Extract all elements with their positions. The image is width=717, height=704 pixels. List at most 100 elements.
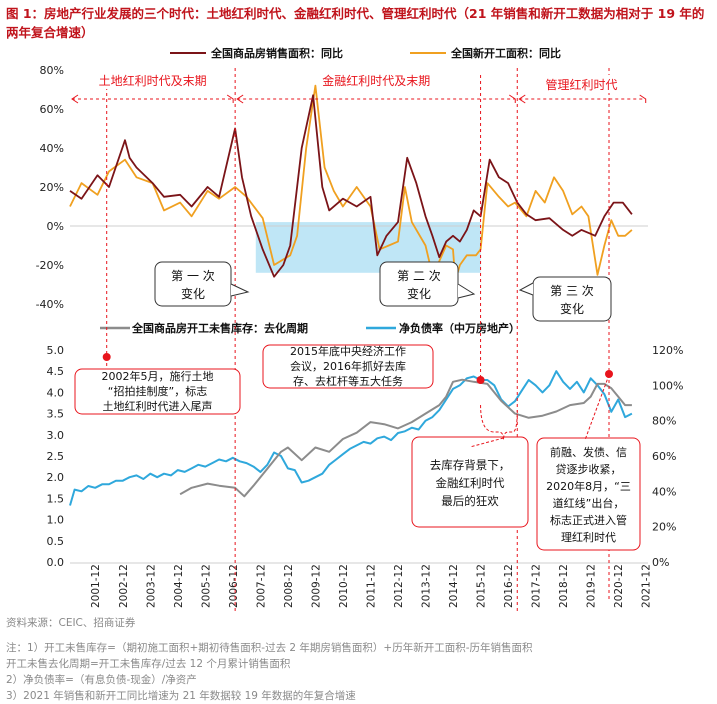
x-tick-label: 2017-12	[531, 564, 543, 608]
x-tick-label: 2015-12	[476, 564, 488, 608]
era-label-bg	[541, 75, 622, 93]
y-tick-label-left: 2.5	[47, 450, 65, 463]
footnote-line: 2）净负债率=（有息负债-现金）/净资产	[6, 674, 197, 686]
event-dot-2020	[605, 370, 614, 378]
callout-text: 道红线”出台，	[553, 496, 625, 510]
callout-text: 变化	[407, 286, 431, 301]
series-line-destock	[179, 378, 632, 498]
era-label-bg	[318, 71, 435, 89]
y-tick-label-right: 40%	[652, 485, 676, 498]
callout-text: 2020年8月，“三	[546, 479, 631, 493]
callout-text: 贷逐步收紧，	[556, 462, 622, 476]
x-tick-label: 2010-12	[338, 564, 350, 608]
x-tick-label: 2020-12	[613, 564, 625, 608]
x-tick-label: 2001-12	[90, 564, 102, 608]
legend-label: 全国商品房销售面积：同比	[210, 46, 343, 60]
callout-text: 前融、发债、信	[550, 445, 627, 459]
source-note: 资料来源：CEIC、招商证券	[6, 617, 136, 629]
legend-label: 全国新开工面积：同比	[450, 46, 561, 60]
x-tick-label: 2013-12	[421, 564, 433, 608]
y-tick-label-left: 0.0	[47, 556, 65, 569]
x-tick-label: 2021-12	[641, 564, 653, 608]
era-label-bg	[94, 71, 211, 89]
series-line-netdebt	[69, 370, 633, 506]
callout-text: 理红利时代	[561, 531, 616, 544]
y-tick-label: 0%	[47, 220, 64, 233]
arrowhead-left	[518, 94, 526, 104]
y-tick-label-right: 20%	[652, 521, 676, 534]
y-tick-label-right: 60%	[652, 450, 676, 463]
x-tick-label: 2008-12	[283, 564, 295, 608]
x-tick-label: 2002-12	[118, 564, 130, 608]
chart-figure: -40% -20% 0% 20% 40% 60% 80% 全国商品房销售面积：同比 全国新开工面…	[36, 46, 684, 612]
y-tick-label: 60%	[40, 103, 64, 116]
callout-text: 去库存背景下，	[430, 458, 511, 472]
callout-text: 最后的狂欢	[441, 494, 499, 508]
x-tick-label: 2004-12	[173, 564, 185, 608]
callout-text: 变化	[560, 301, 584, 316]
y-tick-label-left: 4.5	[47, 365, 65, 378]
y-tick-label-right: 120%	[652, 344, 683, 357]
footnote-line: 3）2021 年销售和新开工同比增速为 21 年数据较 19 年数据的年复合增速	[6, 690, 356, 702]
callout-change3	[532, 276, 612, 322]
arrowhead-right	[508, 94, 516, 103]
callout-2020	[536, 437, 641, 551]
legend-label: 净负债率（中万房地产）	[399, 321, 520, 335]
callout-text: 会议，2016年抓好去库	[290, 359, 406, 373]
legend-label: 全国商品房开工未售库存：去化周期	[131, 321, 308, 335]
y-tick-label-right: 0%	[652, 556, 669, 569]
callout-text: 标志正式进入管	[550, 513, 627, 527]
x-tick-label: 2003-12	[145, 564, 157, 608]
y-tick-label-left: 1.0	[47, 514, 65, 527]
footnotes: 注：1）开工未售库存=（期初施工面积+期初待售面积-过去 2 年期房销售面积）+…	[6, 640, 533, 704]
arrowhead-left	[236, 94, 244, 104]
callout-text: 存、去杠杆等五大任务	[293, 374, 403, 388]
x-tick-label: 2005-12	[200, 564, 212, 608]
y-tick-label: 40%	[40, 142, 64, 155]
arrowhead-right	[639, 94, 647, 103]
y-tick-label-right: 80%	[652, 415, 676, 428]
y-tick-label-left: 2.0	[47, 471, 65, 484]
y-tick-label: -40%	[36, 298, 64, 311]
callout-text: 2002年5月，施行土地	[102, 369, 214, 383]
arrowhead-right	[226, 94, 234, 103]
arrowhead-left	[71, 94, 79, 104]
callout-tail	[230, 283, 250, 297]
callout-text: 土地红利时代进入尾声	[103, 399, 213, 413]
y-tick-label-right: 100%	[652, 379, 683, 392]
footnote-line: 开工未售去化周期=开工未售库存/过去 12 个月累计销售面积	[6, 658, 291, 670]
x-tick-label: 2011-12	[365, 564, 377, 608]
era-label: 土地红利时代及末期	[99, 73, 207, 88]
x-tick-label: 2014-12	[448, 564, 460, 608]
x-tick-label: 2016-12	[503, 564, 515, 608]
callout-text: 第 二 次	[397, 269, 441, 283]
y-tick-label-left: 5.0	[47, 344, 65, 357]
callout-text: 金融红利时代	[436, 476, 505, 490]
callout-text: 第 三 次	[550, 284, 594, 298]
y-tick-label-left: 3.0	[47, 429, 65, 442]
x-tick-label: 2012-12	[393, 564, 405, 608]
event-dot-2002	[102, 353, 111, 361]
y-tick-label: 80%	[40, 64, 64, 77]
series-line-sales	[69, 94, 633, 278]
bracket-2016	[480, 404, 518, 441]
y-tick-label: 20%	[40, 181, 64, 194]
connector	[584, 374, 610, 441]
callout-text: 变化	[181, 286, 205, 301]
callout-tail	[457, 283, 476, 299]
event-dot-2015	[476, 376, 485, 384]
callout-tail	[518, 282, 534, 296]
callout-2002	[74, 368, 241, 415]
series-line-starts	[69, 84, 633, 282]
callout-2015	[262, 344, 434, 389]
y-tick-label-left: 3.5	[47, 408, 65, 421]
x-tick-label: 2018-12	[558, 564, 570, 608]
callout-text: 第 一 次	[171, 269, 215, 283]
x-tick-label: 2019-12	[586, 564, 598, 608]
era-label: 金融红利时代及末期	[322, 73, 430, 88]
bottom-chart: 0.0 0.5 1.0 1.5 2.0 2.5 3.0 3.5 4.0 4.5 5.0 0% 20% 40…	[47, 321, 684, 608]
x-tick-label: 2006-12	[228, 564, 240, 608]
y-tick-label-left: 0.5	[47, 535, 65, 548]
figure-title: 图 1：房地产行业发展的三个时代：土地红利时代、金融红利时代、管理红利时代（21…	[6, 6, 705, 40]
